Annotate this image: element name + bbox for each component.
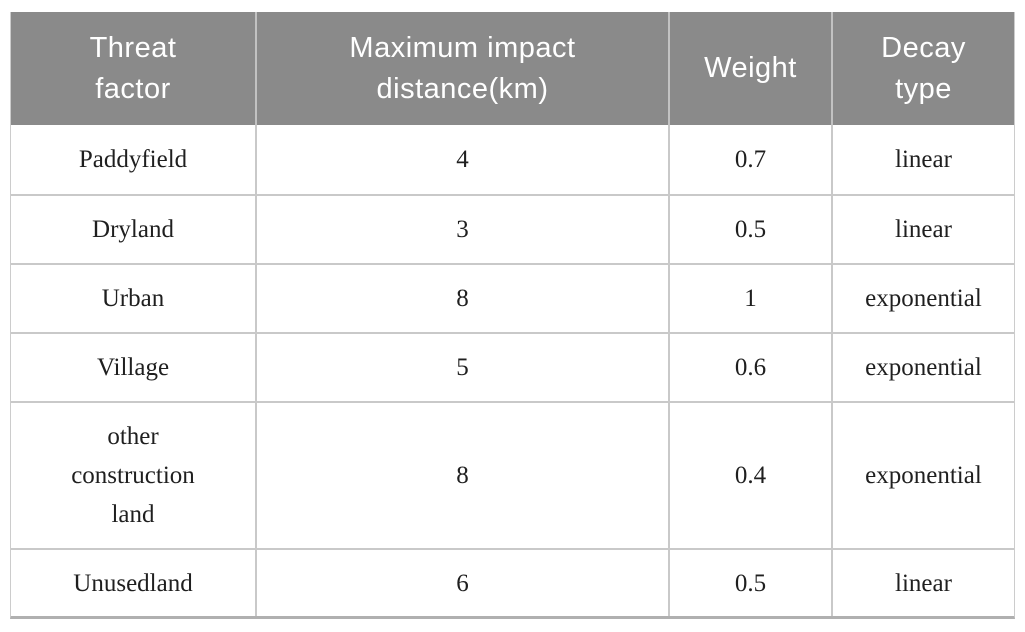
threat-factors-table: Threat factor Maximum impact distance(km…	[10, 12, 1015, 619]
column-header-weight: Weight	[668, 12, 831, 125]
cell-threat-factor: Urban	[11, 263, 255, 332]
cell-max-impact-distance: 4	[255, 125, 668, 194]
cell-decay-type: exponential	[831, 401, 1014, 548]
cell-weight: 0.6	[668, 332, 831, 401]
cell-max-impact-distance: 5	[255, 332, 668, 401]
cell-weight: 1	[668, 263, 831, 332]
cell-weight: 0.7	[668, 125, 831, 194]
cell-weight: 0.5	[668, 194, 831, 263]
cell-decay-type: exponential	[831, 263, 1014, 332]
cell-weight: 0.5	[668, 548, 831, 616]
cell-max-impact-distance: 6	[255, 548, 668, 616]
cell-threat-factor: Dryland	[11, 194, 255, 263]
cell-max-impact-distance: 8	[255, 263, 668, 332]
cell-threat-factor: Paddyfield	[11, 125, 255, 194]
column-header-maximum-impact-distance: Maximum impact distance(km)	[255, 12, 668, 125]
cell-max-impact-distance: 8	[255, 401, 668, 548]
cell-decay-type: linear	[831, 125, 1014, 194]
cell-weight: 0.4	[668, 401, 831, 548]
cell-max-impact-distance: 3	[255, 194, 668, 263]
column-header-decay-type: Decay type	[831, 12, 1014, 125]
cell-threat-factor: Unusedland	[11, 548, 255, 616]
cell-threat-factor: Village	[11, 332, 255, 401]
cell-threat-factor: other construction land	[11, 401, 255, 548]
column-header-threat-factor: Threat factor	[11, 12, 255, 125]
cell-decay-type: exponential	[831, 332, 1014, 401]
cell-decay-type: linear	[831, 548, 1014, 616]
cell-decay-type: linear	[831, 194, 1014, 263]
